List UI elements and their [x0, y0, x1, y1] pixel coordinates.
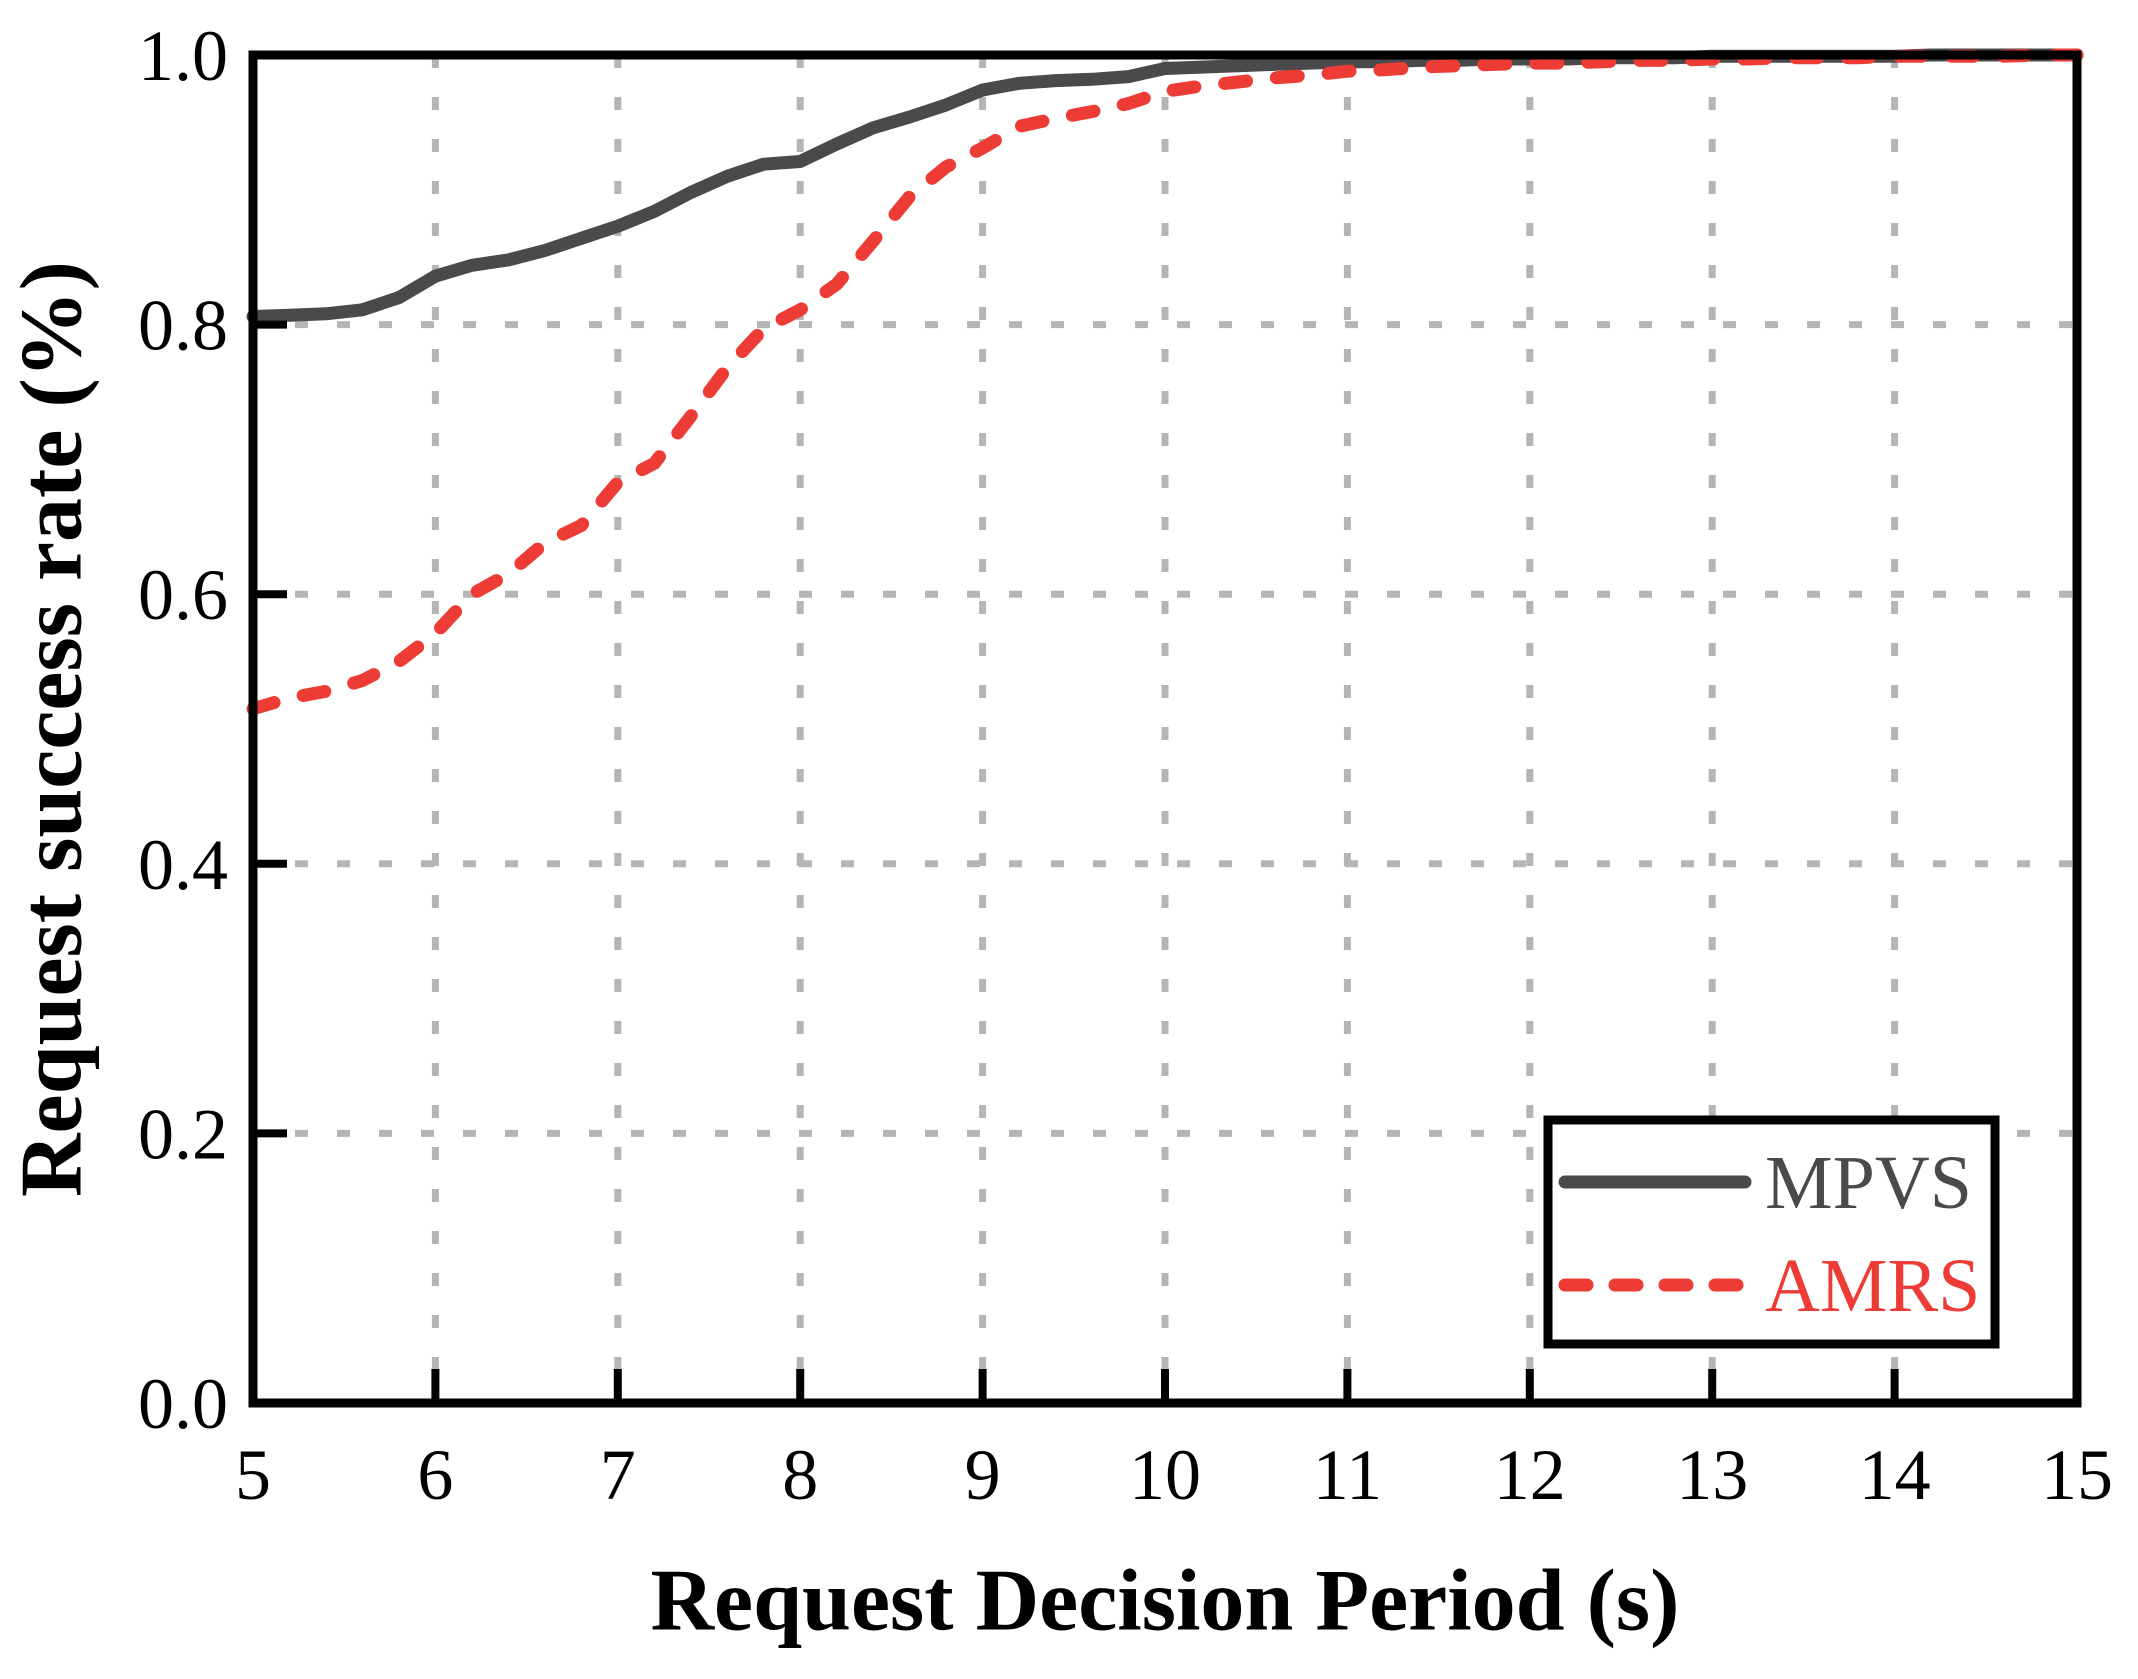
- x-tick-label: 10: [1129, 1435, 1201, 1515]
- x-tick-label: 11: [1313, 1435, 1382, 1515]
- y-tick-label: 0.2: [138, 1094, 228, 1174]
- legend-box: [1543, 1115, 2000, 1349]
- y-tick-label: 0.8: [138, 286, 228, 366]
- legend-label-amrs: AMRS: [1765, 1244, 1980, 1328]
- grid-layer: [253, 55, 2077, 1403]
- y-tick-label: 0.0: [138, 1364, 228, 1444]
- x-tick-label: 6: [417, 1435, 453, 1515]
- y-tick-label: 0.6: [138, 555, 228, 635]
- legend: MPVS AMRS: [1543, 1115, 2000, 1349]
- x-axis-title: Request Decision Period (s): [650, 1552, 1680, 1650]
- y-tick-label: 1.0: [138, 16, 228, 96]
- x-tick-label: 7: [600, 1435, 636, 1515]
- legend-label-mpvs: MPVS: [1765, 1141, 1972, 1225]
- x-tick-label: 13: [1676, 1435, 1748, 1515]
- x-tick-label: 15: [2041, 1435, 2113, 1515]
- x-tick-label: 14: [1859, 1435, 1931, 1515]
- tick-layer: [257, 320, 1899, 1399]
- y-tick-label: 0.4: [138, 825, 228, 905]
- x-tick-label: 12: [1494, 1435, 1566, 1515]
- x-tick-label: 5: [235, 1435, 271, 1515]
- y-axis-title: Request success rate (%): [3, 261, 101, 1197]
- x-tick-label: 8: [782, 1435, 818, 1515]
- x-tick-label: 9: [965, 1435, 1001, 1515]
- tick-label-layer: 5 6 7 8 9 10 11 12 13 14 15 0.0 0.2 0.4 0.6 0.8 1.0: [138, 16, 2113, 1515]
- plot-border: [248, 50, 2082, 1408]
